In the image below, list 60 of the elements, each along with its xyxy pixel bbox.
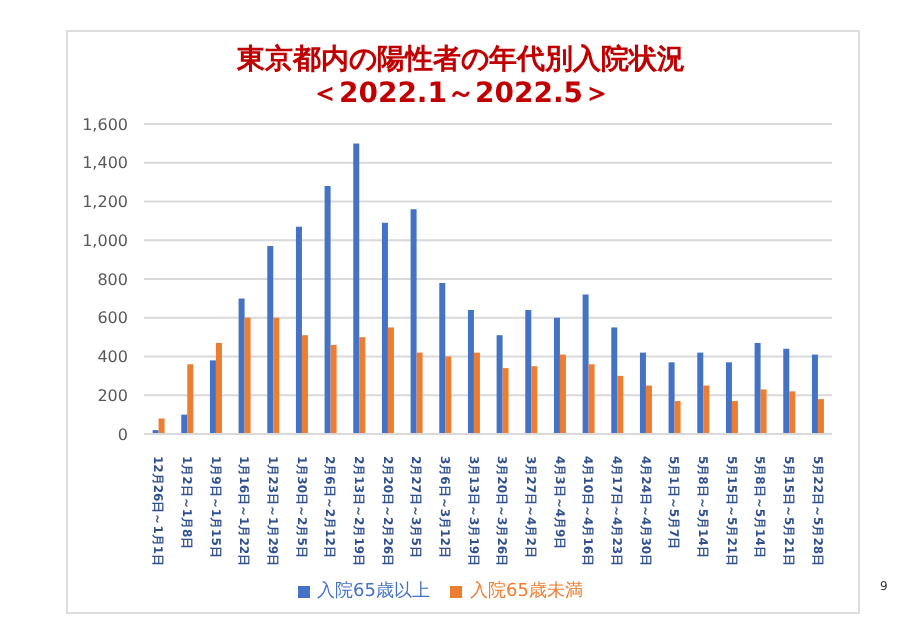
bar [502, 368, 509, 434]
bar [359, 337, 366, 434]
chart-title: 東京都内の陽性者の年代別入院状況 [234, 44, 687, 78]
bar [238, 298, 245, 434]
bar [181, 414, 188, 434]
bar [410, 209, 417, 434]
bar [731, 401, 738, 434]
bar [697, 352, 704, 434]
bar [553, 317, 560, 434]
legend-label: 入院65歳以上 [317, 582, 430, 602]
bar [416, 352, 423, 434]
bar [267, 246, 274, 434]
y-tick-label: 400 [97, 348, 128, 367]
bar [531, 366, 538, 434]
bar [639, 352, 646, 434]
bar [817, 399, 824, 434]
bar [754, 342, 761, 434]
bar [725, 362, 732, 434]
bar [674, 401, 681, 434]
y-tick-label: 1,200 [82, 193, 128, 212]
bar [324, 186, 331, 434]
bar [330, 344, 337, 434]
bar [559, 354, 566, 434]
y-tick-label: 800 [97, 270, 128, 289]
bar [301, 335, 308, 434]
y-tick-label: 200 [97, 386, 128, 405]
bar [439, 282, 446, 434]
bar [789, 391, 796, 434]
bar [158, 418, 165, 434]
bar [273, 317, 280, 434]
bar [588, 364, 595, 434]
bar [760, 389, 767, 434]
bar [244, 317, 251, 434]
bar [353, 143, 360, 434]
bar [645, 385, 652, 434]
bar [445, 356, 452, 434]
bar [783, 348, 790, 434]
bar [703, 385, 710, 434]
bar [187, 364, 194, 434]
bar [525, 310, 532, 434]
y-tick-label: 1,400 [82, 154, 128, 173]
bar [617, 375, 624, 434]
bar [582, 294, 589, 434]
bar [209, 360, 216, 434]
bar [668, 362, 675, 434]
bar [611, 327, 618, 434]
bar [215, 342, 222, 434]
y-tick-label: 1,000 [82, 231, 128, 250]
bar [811, 354, 818, 434]
y-tick-label: 0 [117, 425, 128, 444]
bar [473, 352, 480, 434]
legend-label: 入院65歳未満 [470, 582, 583, 602]
bar [381, 222, 388, 434]
chart-subtitle: ＜2022.1～2022.5＞ [308, 78, 614, 112]
y-tick-label: 1,600 [82, 115, 128, 134]
y-tick-label: 600 [97, 309, 128, 328]
bar [295, 226, 302, 434]
bar [387, 327, 394, 434]
bar [496, 335, 503, 434]
bar [467, 310, 474, 434]
